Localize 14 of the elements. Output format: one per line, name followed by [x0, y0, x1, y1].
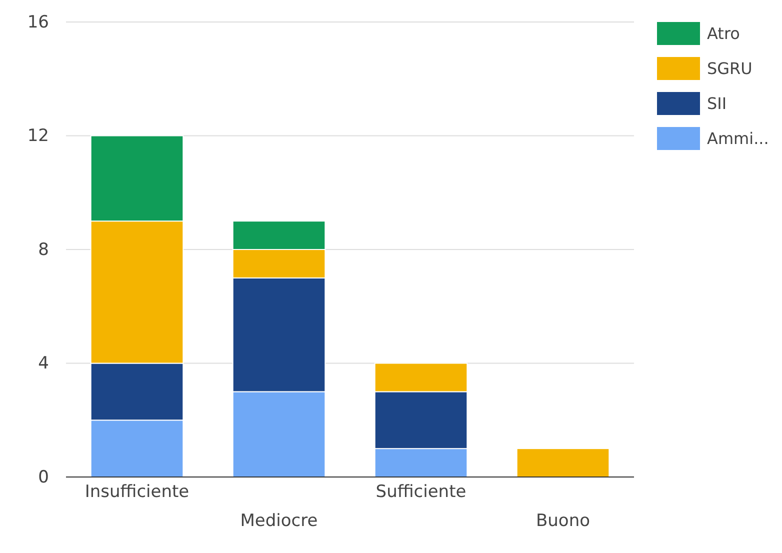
x-tick-label: Mediocre — [240, 510, 318, 531]
x-tick-label: Buono — [536, 510, 590, 531]
legend-label: SII — [707, 94, 727, 113]
y-tick-label: 16 — [27, 12, 49, 32]
legend-label: SGRU — [707, 59, 752, 78]
x-tick-label: Insufficiente — [84, 482, 190, 502]
bar — [516, 448, 610, 478]
legend-label: Atro — [707, 24, 740, 43]
y-tick-label: 8 — [38, 240, 49, 260]
y-tick-label: 12 — [27, 126, 49, 146]
y-tick-label: 4 — [38, 354, 49, 374]
x-tick-label: Sufficiente — [376, 482, 466, 502]
y-tick-label: 0 — [38, 467, 49, 488]
legend-label: Ammi... — [707, 129, 769, 148]
